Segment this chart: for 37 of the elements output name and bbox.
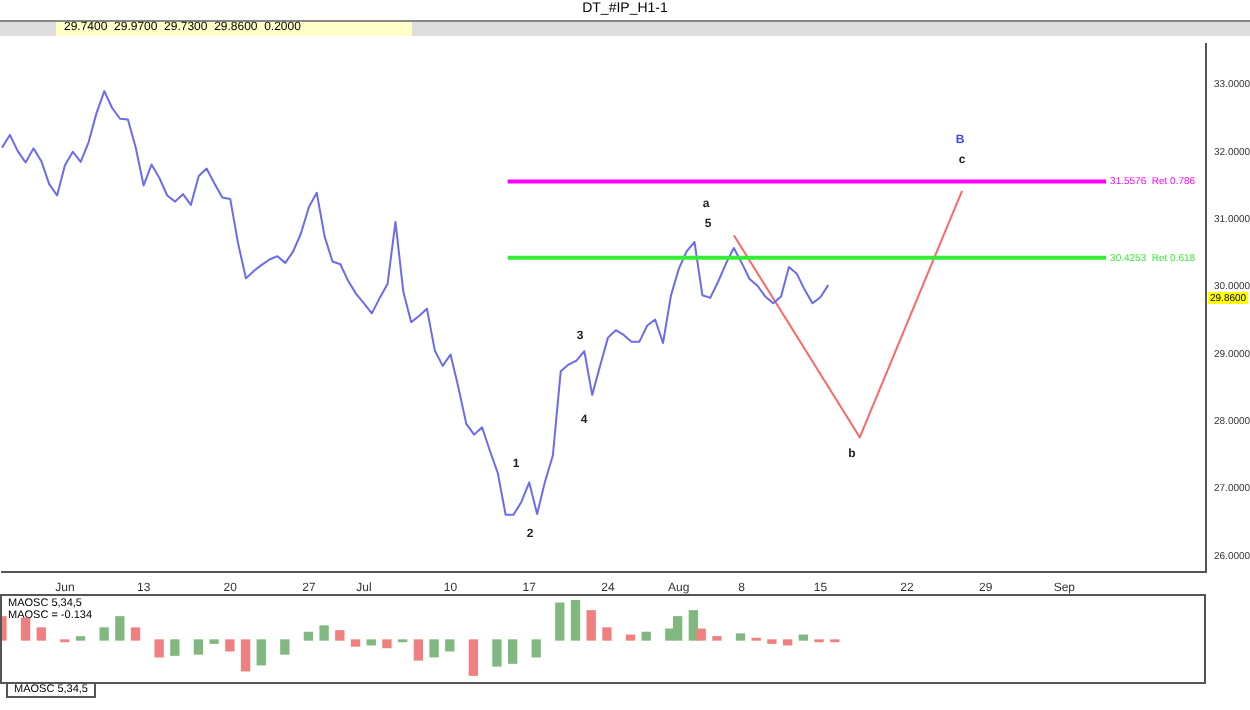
bar [696,628,706,641]
bar [798,634,808,641]
bar [570,600,581,641]
bar [555,602,565,641]
bar [256,639,266,666]
bar [735,633,746,641]
bar [688,610,699,641]
bar [382,639,392,649]
bar [507,639,518,664]
bar [672,616,683,641]
bar [303,631,314,641]
bar [99,627,109,641]
bar [782,639,793,646]
bar [602,627,612,641]
bar [468,639,479,676]
bar [36,627,46,641]
bar [20,617,31,641]
bar [586,610,596,641]
bar [193,639,204,655]
bar [531,639,541,658]
bar [429,639,439,658]
bar [641,631,651,641]
bar [445,639,455,652]
bar [170,639,180,656]
bar [492,639,502,667]
bar [115,616,125,641]
bar [154,639,164,658]
bar [335,630,345,641]
bar [130,627,141,641]
bar [240,639,251,672]
bar [225,639,235,652]
bar [280,639,290,655]
bar [413,639,424,661]
bar [625,634,636,641]
bar [366,639,376,646]
bar [319,625,329,641]
bar [350,639,361,647]
